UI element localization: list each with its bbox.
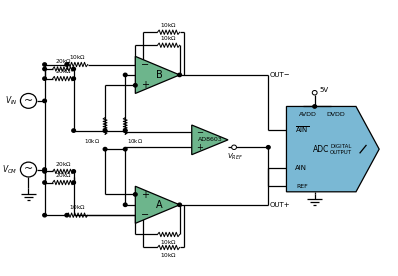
Text: 20k$\Omega$: 20k$\Omega$ (55, 67, 72, 75)
Circle shape (43, 181, 47, 184)
Text: −: − (140, 210, 149, 220)
Circle shape (65, 214, 68, 217)
Circle shape (72, 129, 76, 132)
Text: ~: ~ (24, 164, 33, 174)
Text: AD8603: AD8603 (197, 137, 222, 142)
Circle shape (43, 99, 47, 103)
Text: $V_{CM}$: $V_{CM}$ (2, 163, 18, 176)
Circle shape (20, 94, 37, 108)
Circle shape (123, 129, 127, 132)
Text: −: − (196, 128, 203, 137)
Circle shape (178, 203, 181, 206)
Circle shape (123, 203, 127, 206)
Polygon shape (287, 107, 379, 192)
Circle shape (65, 63, 68, 66)
Text: 10k$\Omega$: 10k$\Omega$ (160, 238, 177, 246)
Circle shape (123, 147, 127, 151)
Text: 10k$\Omega$: 10k$\Omega$ (127, 137, 143, 145)
Circle shape (103, 129, 107, 132)
Circle shape (43, 168, 47, 171)
Circle shape (133, 193, 137, 196)
Text: +: + (196, 143, 203, 152)
Polygon shape (135, 56, 179, 94)
Text: 20k$\Omega$: 20k$\Omega$ (55, 57, 72, 65)
Circle shape (72, 170, 76, 173)
Text: DIGITAL
OUTPUT: DIGITAL OUTPUT (330, 144, 352, 155)
Circle shape (103, 147, 107, 151)
Text: 10k$\Omega$: 10k$\Omega$ (84, 137, 100, 145)
Circle shape (133, 84, 137, 87)
Text: −: − (140, 60, 149, 70)
Text: +: + (140, 80, 148, 90)
Text: 5V: 5V (320, 87, 329, 93)
Text: 10k$\Omega$: 10k$\Omega$ (160, 34, 177, 42)
Text: +: + (140, 190, 148, 200)
Circle shape (43, 170, 47, 173)
Text: OUT+: OUT+ (269, 202, 290, 208)
Text: 10k$\Omega$: 10k$\Omega$ (69, 53, 86, 61)
Text: 10k$\Omega$: 10k$\Omega$ (160, 251, 177, 259)
Text: REF: REF (297, 184, 308, 189)
Text: A: A (156, 200, 163, 210)
Text: DVDD: DVDD (327, 112, 345, 117)
Text: $V_{IN}$: $V_{IN}$ (5, 95, 18, 107)
Circle shape (178, 73, 181, 76)
Text: 10k$\Omega$: 10k$\Omega$ (69, 203, 86, 211)
Circle shape (72, 67, 76, 71)
Text: B: B (156, 70, 163, 80)
Circle shape (72, 77, 76, 80)
Text: ~: ~ (24, 95, 33, 105)
Circle shape (72, 181, 76, 184)
Text: $\overline{\rm AIN}$: $\overline{\rm AIN}$ (295, 125, 308, 136)
Circle shape (43, 67, 47, 71)
Circle shape (232, 145, 236, 150)
Text: OUT−: OUT− (269, 72, 290, 78)
Text: 20k$\Omega$: 20k$\Omega$ (55, 160, 72, 168)
Circle shape (43, 214, 47, 217)
Circle shape (312, 91, 317, 95)
Circle shape (313, 105, 316, 108)
Polygon shape (135, 186, 179, 223)
Text: 10k$\Omega$: 10k$\Omega$ (160, 21, 177, 29)
Circle shape (43, 63, 47, 66)
Text: AVDD: AVDD (298, 112, 316, 117)
Text: 20k$\Omega$: 20k$\Omega$ (55, 171, 72, 179)
Text: ADC: ADC (312, 145, 329, 154)
Circle shape (267, 146, 270, 149)
Text: AIN: AIN (295, 165, 306, 171)
Circle shape (123, 73, 127, 76)
Circle shape (20, 162, 37, 177)
Text: $V_{REF}$: $V_{REF}$ (227, 152, 243, 162)
Polygon shape (192, 125, 228, 155)
Circle shape (43, 77, 47, 80)
